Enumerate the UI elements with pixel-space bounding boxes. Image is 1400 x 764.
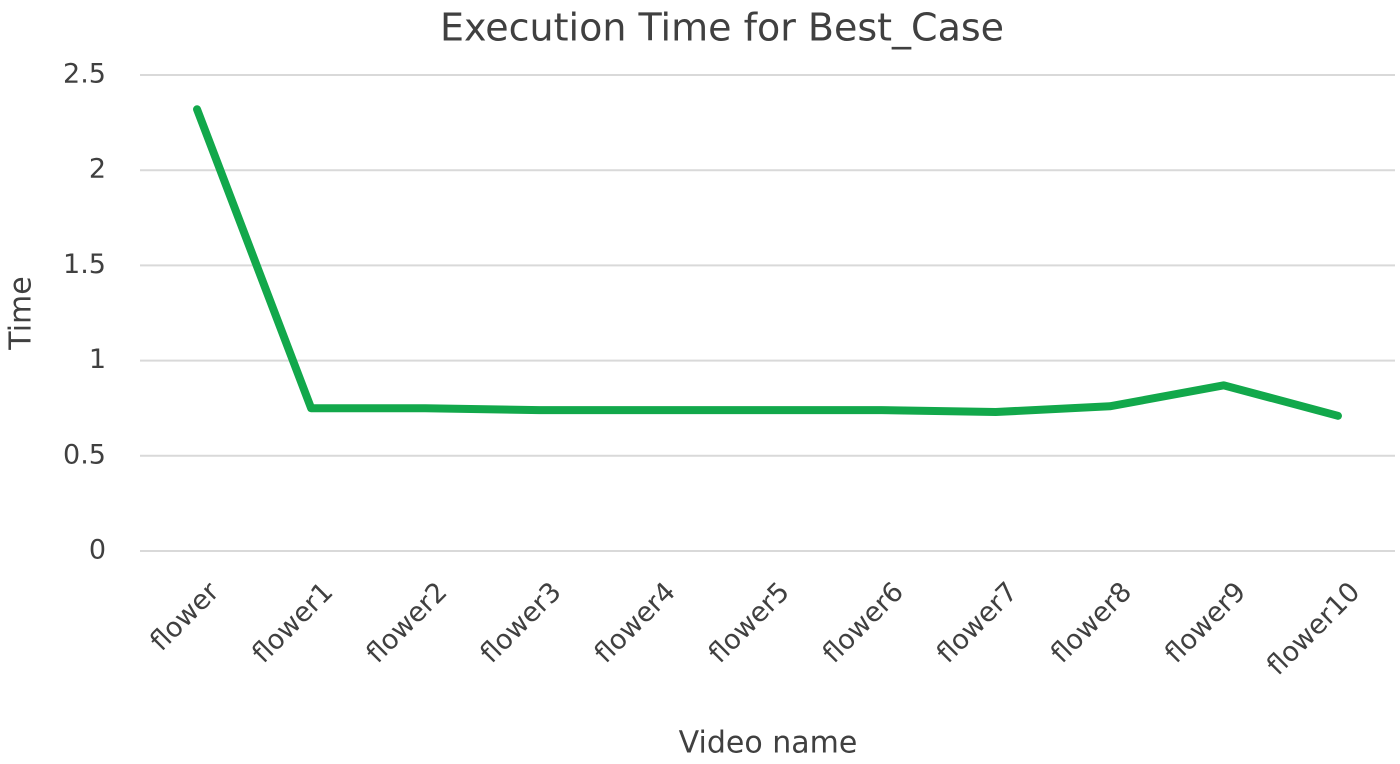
x-tick-label: flower10 xyxy=(1261,576,1366,681)
y-tick-label: 0 xyxy=(89,535,106,566)
y-tick-label: 1.5 xyxy=(63,249,106,280)
x-tick-label: flower3 xyxy=(475,576,568,669)
x-tick-label: flower5 xyxy=(703,576,796,669)
y-tick-label: 2.5 xyxy=(63,59,106,90)
x-tick-label: flower8 xyxy=(1045,576,1138,669)
x-tick-label: flower2 xyxy=(360,576,453,669)
y-tick-label: 1 xyxy=(89,344,106,375)
line-series xyxy=(193,105,1342,420)
x-tick-label: flower9 xyxy=(1159,576,1252,669)
chart-title: Execution Time for Best_Case xyxy=(440,6,1004,50)
x-tick-label: flower6 xyxy=(817,576,910,669)
x-axis-title: Video name xyxy=(679,726,858,761)
x-tick-label: flower1 xyxy=(246,576,339,669)
y-axis-title: Time xyxy=(4,276,39,350)
x-tick-label: flower4 xyxy=(589,576,682,669)
y-tick-label: 2 xyxy=(89,154,106,185)
y-tick-label: 0.5 xyxy=(63,439,106,470)
x-tick-label: flower7 xyxy=(931,576,1024,669)
x-tick-label: flower xyxy=(144,576,225,657)
